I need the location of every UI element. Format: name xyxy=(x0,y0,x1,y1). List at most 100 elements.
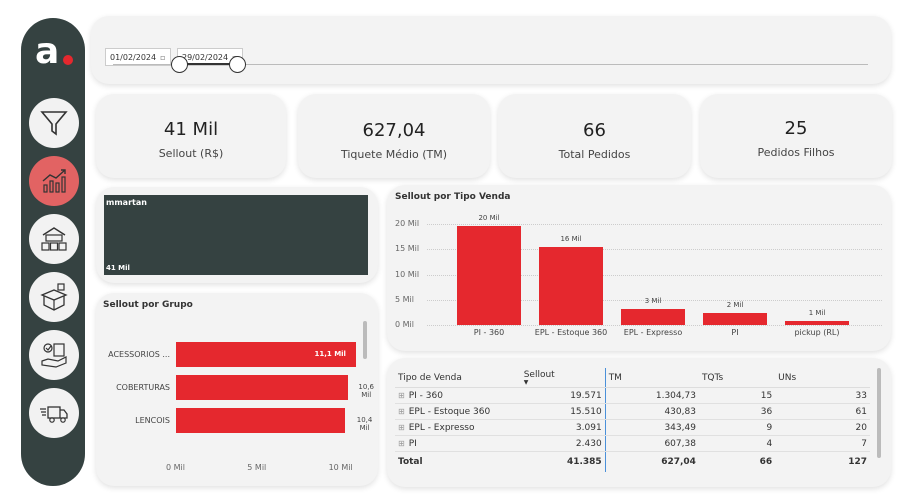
gridline xyxy=(427,224,882,225)
growth-chart-icon xyxy=(42,169,66,193)
delivery-truck-icon xyxy=(40,406,68,423)
nav-box-button[interactable] xyxy=(29,272,79,322)
slider-end-handle[interactable] xyxy=(229,56,246,73)
nav-delivery-button[interactable] xyxy=(29,388,79,438)
sellout-by-type-card: Sellout por Tipo Venda 20 Mil 15 Mil 10 Mi… xyxy=(387,185,891,351)
category-label: pickup (RL) xyxy=(794,328,840,337)
sidebar: a xyxy=(21,18,85,486)
cell-text: PI - 360 xyxy=(408,390,443,401)
data-label: 10,4 Mil xyxy=(356,416,373,432)
category-label: ACESSORIOS ... xyxy=(108,350,170,359)
kpi-value: 41 Mil xyxy=(163,119,219,140)
nav-warehouse-button[interactable] xyxy=(29,214,79,264)
table-header-row: Tipo de Venda Sellout ▼ TM TQTs UNs xyxy=(395,368,870,388)
gridline xyxy=(427,325,882,326)
filter-icon xyxy=(40,111,68,136)
cell-tipo: ⊞ PI xyxy=(395,435,521,452)
kpi-value: 627,04 xyxy=(362,120,426,141)
kpi-value: 66 xyxy=(583,120,606,141)
cell-value: 19.571 xyxy=(520,387,606,404)
x-tick-label: 0 Mil xyxy=(166,463,185,472)
y-tick-label: 0 Mil xyxy=(395,320,414,329)
nav-growth-button[interactable] xyxy=(29,156,79,206)
calendar-icon[interactable]: ▫ xyxy=(160,52,166,62)
category-label: EPL - Estoque 360 xyxy=(534,328,608,337)
cell-tipo: ⊞ PI - 360 xyxy=(395,387,521,404)
expand-icon[interactable]: ⊞ xyxy=(398,390,405,400)
kpi-total-orders-card: 66 Total Pedidos xyxy=(498,94,691,178)
x-tick-label: 5 Mil xyxy=(247,463,267,472)
y-tick-label: 15 Mil xyxy=(395,244,420,254)
cell-value: 20 xyxy=(775,419,870,436)
cell-text: EPL - Estoque 360 xyxy=(408,406,491,417)
col-tipo-venda[interactable]: Tipo de Venda xyxy=(395,368,521,388)
total-value: 66 xyxy=(698,451,776,472)
sort-desc-icon[interactable]: ▼ xyxy=(523,379,529,386)
y-tick-label: 20 Mil xyxy=(395,219,420,228)
cell-value: 15 xyxy=(698,387,776,404)
gridline xyxy=(427,249,882,251)
user-panel: mmartan 41 Mil xyxy=(104,195,368,275)
expand-icon[interactable]: ⊞ xyxy=(398,438,405,448)
warehouse-icon xyxy=(41,227,67,251)
col-tm[interactable]: TM xyxy=(605,368,699,388)
nav-checklist-button[interactable] xyxy=(29,330,79,380)
bar[interactable] xyxy=(621,309,685,325)
nav-filter-button[interactable] xyxy=(29,98,79,148)
table-row[interactable]: ⊞ PI 2.430 607,38 4 7 xyxy=(395,435,870,452)
cell-value: 36 xyxy=(698,403,776,420)
slider-start-handle[interactable] xyxy=(171,56,188,73)
table-total-row: Total 41.385 627,04 66 127 xyxy=(395,451,870,472)
cell-value: 7 xyxy=(775,435,870,452)
col-sellout[interactable]: Sellout ▼ xyxy=(520,368,606,388)
date-slider-track[interactable] xyxy=(113,64,868,65)
table-scrollbar[interactable] xyxy=(877,368,881,458)
logo: a xyxy=(35,31,60,72)
total-value: 627,04 xyxy=(605,451,699,472)
bar[interactable] xyxy=(176,342,357,367)
bar[interactable] xyxy=(539,246,603,325)
category-label: PI - 360 xyxy=(473,328,505,337)
category-label: LENCOIS xyxy=(135,416,170,425)
cell-value: 61 xyxy=(775,403,870,420)
cell-value: 33 xyxy=(775,387,870,404)
table-row[interactable]: ⊞ PI - 360 19.571 1.304,73 15 33 xyxy=(395,387,870,404)
bar[interactable] xyxy=(176,408,346,433)
cell-value: 2.430 xyxy=(520,435,606,452)
table-row[interactable]: ⊞ EPL - Estoque 360 15.510 430,83 36 61 xyxy=(395,403,870,420)
date-filter-card: 01/02/2024 ▫ 29/02/2024 ▫ xyxy=(91,16,891,84)
bar[interactable] xyxy=(176,375,349,400)
logo-dot xyxy=(63,55,73,65)
table-row[interactable]: ⊞ EPL - Expresso 3.091 343,49 9 20 xyxy=(395,419,870,436)
kpi-label: Tiquete Médio (TM) xyxy=(340,148,448,161)
start-date-field[interactable]: 01/02/2024 ▫ xyxy=(105,48,171,66)
cell-value: 430,83 xyxy=(605,403,699,420)
cell-value: 1.304,73 xyxy=(605,387,699,404)
data-label: 11,1 Mil xyxy=(314,350,346,358)
kpi-ticket-card: 627,04 Tiquete Médio (TM) xyxy=(298,94,490,178)
col-tqts[interactable]: TQTs xyxy=(698,368,776,388)
chart-title: Sellout por Grupo xyxy=(103,300,193,310)
data-label: 3 Mil xyxy=(644,297,662,306)
bar[interactable] xyxy=(457,226,521,325)
data-label: 1 Mil xyxy=(808,308,826,317)
expand-icon[interactable]: ⊞ xyxy=(398,406,405,416)
x-tick-label: 10 Mil xyxy=(328,463,353,472)
bar[interactable] xyxy=(785,320,849,325)
expand-icon[interactable]: ⊞ xyxy=(398,422,405,432)
user-sellout-value: 41 Mil xyxy=(106,264,130,272)
cell-text: EPL - Expresso xyxy=(408,422,475,433)
total-value: 41.385 xyxy=(520,451,606,472)
cell-value: 3.091 xyxy=(520,419,606,436)
cell-value: 15.510 xyxy=(520,403,606,420)
chart-title: Sellout por Tipo Venda xyxy=(395,192,511,202)
sellout-by-group-card: Sellout por Grupo ACESSORIOS ... 11,1 Mil… xyxy=(96,293,378,486)
kpi-label: Sellout (R$) xyxy=(158,147,224,160)
cell-value: 607,38 xyxy=(605,435,699,452)
start-date-value: 01/02/2024 xyxy=(110,52,157,62)
kpi-child-orders-card: 25 Pedidos Filhos xyxy=(700,94,892,178)
col-uns[interactable]: UNs xyxy=(775,368,870,388)
bar[interactable] xyxy=(703,312,767,325)
box-icon xyxy=(40,283,68,311)
chart-scrollbar[interactable] xyxy=(363,321,367,359)
